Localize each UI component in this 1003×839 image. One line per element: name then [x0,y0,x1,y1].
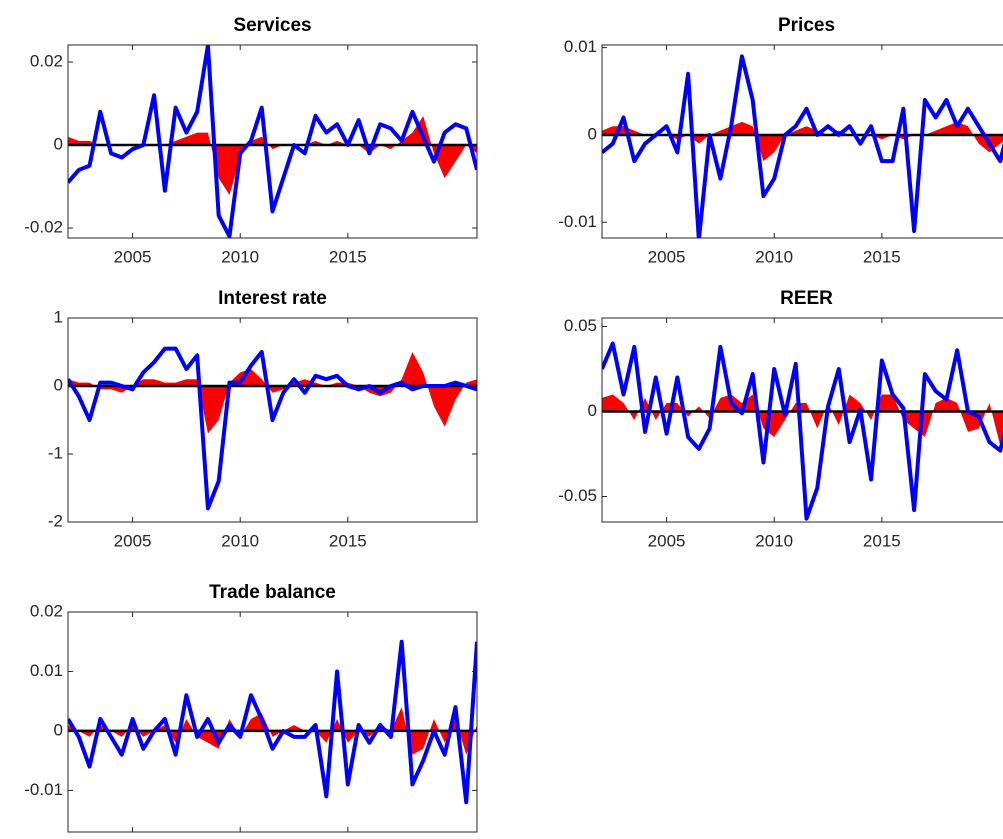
chart-title: Prices [778,15,835,36]
plot-area [68,639,477,805]
y-tick-label: -1 [48,443,63,462]
subplot: 2005 2010 2015 -2 -1 0 1 Interest rate [48,288,478,550]
plot-area [602,341,1003,521]
y-tick-label: 0.02 [30,601,63,620]
y-tick-label: 0 [54,720,63,739]
y-tick-label: 0.01 [564,37,597,56]
x-tick-label: 2005 [648,247,686,266]
line [602,341,1003,521]
y-tick-label: 0 [54,375,63,394]
subplot: 2005 2010 2015 -0.05 0 0.05 REER [558,288,1003,550]
x-tick-label: 2010 [221,531,259,550]
chart-title: Trade balance [209,582,336,603]
y-tick-label: 0.01 [30,661,63,680]
y-tick-label: -0.01 [24,780,63,799]
y-tick-label: -2 [48,511,63,530]
plot-area [68,346,477,511]
y-tick-label: -0.05 [558,486,597,505]
y-tick-label: -0.02 [24,218,63,237]
y-tick-label: 0 [588,401,597,420]
axes-box [67,611,478,833]
line [68,346,477,511]
area [68,352,477,434]
y-tick-label: 0 [54,135,63,154]
x-tick-label: 2015 [863,247,901,266]
area [68,115,477,195]
y-tick-label: 0.02 [30,52,63,71]
x-tick-label: 2010 [755,531,793,550]
axes-box [67,317,478,523]
line [602,54,1003,238]
x-tick-label: 2015 [329,247,367,266]
line [68,639,477,805]
axes-box [601,317,1003,523]
x-tick-label: 2005 [114,247,152,266]
y-tick-label: 0 [588,124,597,143]
subplot: 2005 2010 2015 -0.01 0 0.01 Prices [558,15,1003,266]
area [602,121,1003,162]
chart-title: REER [780,288,833,309]
subplot: 2005 2010 2015 -0.02 0 0.02 Services [24,15,478,266]
chart-title: Services [233,15,311,36]
y-tick-label: 0.05 [564,316,597,335]
x-tick-label: 2010 [221,247,259,266]
x-tick-label: 2005 [114,531,152,550]
x-tick-label: 2015 [863,531,901,550]
chart-title: Interest rate [218,288,327,309]
line [68,45,477,238]
x-tick-label: 2010 [755,247,793,266]
y-tick-label: 1 [54,307,63,326]
plot-area [68,45,477,238]
y-tick-label: -0.01 [558,212,597,231]
axes-box [67,44,478,239]
x-tick-label: 2005 [648,531,686,550]
axes-box [601,44,1003,239]
x-tick-label: 2015 [329,531,367,550]
plot-area [602,54,1003,238]
